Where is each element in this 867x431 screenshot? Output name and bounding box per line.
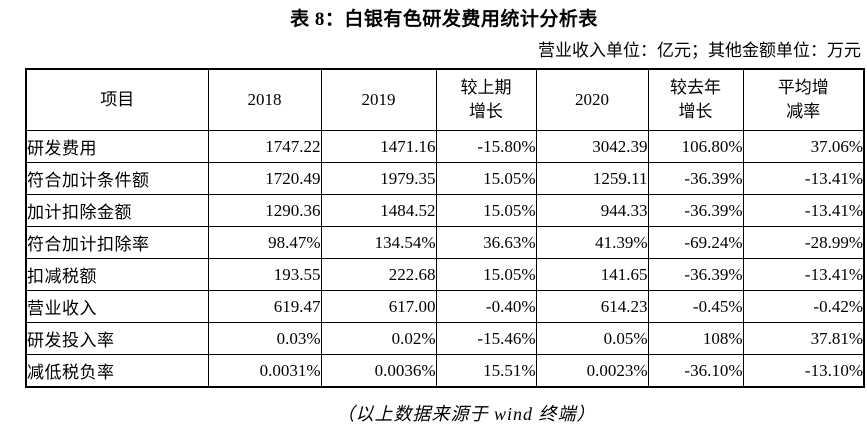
table-cell: -28.99% — [742, 226, 865, 259]
table-cell: -36.39% — [647, 162, 744, 195]
table-cell: 1979.35 — [320, 162, 437, 195]
table-cell: 15.05% — [435, 258, 537, 291]
table-cell: -13.10% — [742, 354, 865, 388]
table-cell: 193.55 — [207, 258, 322, 291]
row-label: 减低税负率 — [25, 354, 209, 388]
table-cell: 141.65 — [535, 258, 649, 291]
table-cell: -13.41% — [742, 162, 865, 195]
column-header: 较去年 增长 — [647, 68, 744, 131]
row-label: 研发投入率 — [25, 322, 209, 355]
row-label: 加计扣除金额 — [25, 194, 209, 227]
document-page: 表 8：白银有色研发费用统计分析表 营业收入单位：亿元；其他金额单位：万元 项目… — [25, 7, 865, 426]
table-header: 项目 2018 2019 较上期 增长 2020 较去年 增长 平均增 减率 — [25, 68, 865, 131]
table-title: 表 8：白银有色研发费用统计分析表 — [290, 9, 598, 30]
data-table: 项目 2018 2019 较上期 增长 2020 较去年 增长 平均增 减率 研发费用 174… — [25, 68, 865, 388]
row-label: 营业收入 — [25, 290, 209, 323]
table-body: 研发费用 1747.22 1471.16 -15.80% 3042.39 106.80% 3… — [25, 130, 865, 388]
table-cell: -15.46% — [435, 322, 537, 355]
table-cell: 37.06% — [742, 130, 865, 163]
table-cell: 41.39% — [535, 226, 649, 259]
table-cell: 619.47 — [207, 290, 322, 323]
table-cell: 1720.49 — [207, 162, 322, 195]
table-cell: -69.24% — [647, 226, 744, 259]
unit-note: 营业收入单位：亿元；其他金额单位：万元 — [538, 41, 861, 60]
table-cell: 1259.11 — [535, 162, 649, 195]
column-header: 较上期 增长 — [435, 68, 537, 131]
row-label: 扣减税额 — [25, 258, 209, 291]
column-header: 2019 — [320, 68, 437, 131]
table-row: 符合加计条件额 1720.49 1979.35 15.05% 1259.11 -36.39… — [25, 162, 865, 195]
source-note: （以上数据来源于 wind 终端） — [336, 404, 596, 424]
table-cell: 0.0023% — [535, 354, 649, 388]
column-header: 2018 — [207, 68, 322, 131]
table-cell: 1747.22 — [207, 130, 322, 163]
table-row: 研发投入率 0.03% 0.02% -15.46% 0.05% 108% 37.81% — [25, 322, 865, 355]
table-cell: 1290.36 — [207, 194, 322, 227]
table-cell: 222.68 — [320, 258, 437, 291]
row-label: 符合加计条件额 — [25, 162, 209, 195]
table-cell: 37.81% — [742, 322, 865, 355]
table-cell: 0.05% — [535, 322, 649, 355]
table-cell: -0.45% — [647, 290, 744, 323]
table-cell: -0.40% — [435, 290, 537, 323]
table-cell: -15.80% — [435, 130, 537, 163]
table-row: 扣减税额 193.55 222.68 15.05% 141.65 -36.39% -13.4… — [25, 258, 865, 291]
table-cell: -36.39% — [647, 258, 744, 291]
table-row: 加计扣除金额 1290.36 1484.52 15.05% 944.33 -36.39% -… — [25, 194, 865, 227]
table-row: 研发费用 1747.22 1471.16 -15.80% 3042.39 106.80% 3… — [25, 130, 865, 163]
table-cell: 15.05% — [435, 162, 537, 195]
column-header: 2020 — [535, 68, 649, 131]
table-cell: -36.39% — [647, 194, 744, 227]
column-header: 项目 — [25, 68, 209, 131]
table-cell: -13.41% — [742, 258, 865, 291]
table-cell: 15.05% — [435, 194, 537, 227]
table-cell: 3042.39 — [535, 130, 649, 163]
table-cell: 15.51% — [435, 354, 537, 388]
header-row: 项目 2018 2019 较上期 增长 2020 较去年 增长 平均增 减率 — [25, 68, 865, 131]
table-cell: 0.0036% — [320, 354, 437, 388]
table-row: 营业收入 619.47 617.00 -0.40% 614.23 -0.45% -0.42% — [25, 290, 865, 323]
column-header: 平均增 减率 — [742, 68, 865, 131]
table-cell: 617.00 — [320, 290, 437, 323]
table-cell: 1471.16 — [320, 130, 437, 163]
table-cell: 36.63% — [435, 226, 537, 259]
table-cell: 0.03% — [207, 322, 322, 355]
table-cell: 108% — [647, 322, 744, 355]
table-cell: -13.41% — [742, 194, 865, 227]
row-label: 符合加计扣除率 — [25, 226, 209, 259]
table-cell: 106.80% — [647, 130, 744, 163]
table-row: 减低税负率 0.0031% 0.0036% 15.51% 0.0023% -36.10% -… — [25, 354, 865, 388]
table-cell: -36.10% — [647, 354, 744, 388]
table-cell: 1484.52 — [320, 194, 437, 227]
table-cell: 98.47% — [207, 226, 322, 259]
table-cell: 0.0031% — [207, 354, 322, 388]
table-cell: 944.33 — [535, 194, 649, 227]
row-label: 研发费用 — [25, 130, 209, 163]
table-cell: 614.23 — [535, 290, 649, 323]
table-cell: 134.54% — [320, 226, 437, 259]
table-cell: -0.42% — [742, 290, 865, 323]
table-row: 符合加计扣除率 98.47% 134.54% 36.63% 41.39% -69.24% -… — [25, 226, 865, 259]
table-cell: 0.02% — [320, 322, 437, 355]
